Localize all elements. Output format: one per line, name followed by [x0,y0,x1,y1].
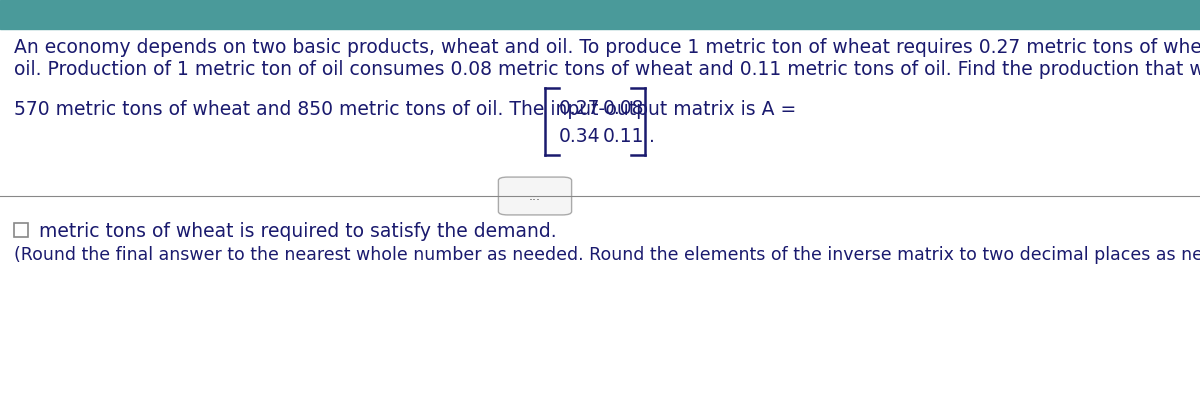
Text: 0.34: 0.34 [559,126,601,146]
Bar [14,223,28,237]
Text: .: . [649,126,655,146]
Bar [0,0,1200,29]
Text: metric tons of wheat is required to satisfy the demand.: metric tons of wheat is required to sati… [34,222,557,241]
Text: ...: ... [529,190,541,203]
Text: 0.27: 0.27 [559,99,600,117]
Text: An economy depends on two basic products, wheat and oil. To produce 1 metric ton: An economy depends on two basic products… [14,38,1200,57]
Text: 570 metric tons of wheat and 850 metric tons of oil. The input-output matrix is : 570 metric tons of wheat and 850 metric … [14,100,797,119]
Text: oil. Production of 1 metric ton of oil consumes 0.08 metric tons of wheat and 0.: oil. Production of 1 metric ton of oil c… [14,60,1200,79]
FancyBboxPatch shape [498,177,571,215]
Text: (Round the final answer to the nearest whole number as needed. Round the element: (Round the final answer to the nearest w… [14,246,1200,264]
Text: 0.11: 0.11 [602,126,644,146]
Text: 0.08: 0.08 [602,99,644,117]
